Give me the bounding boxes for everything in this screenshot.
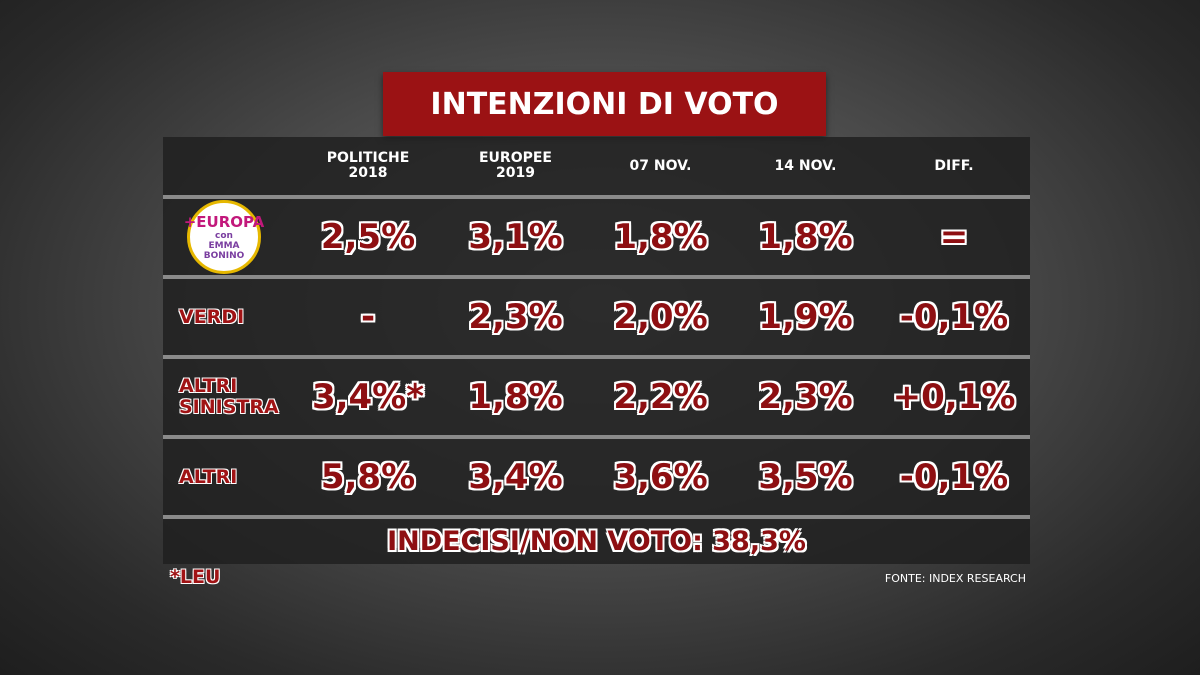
value-cell: +0,1% [892, 377, 1016, 417]
value-cell: 3,4% [468, 457, 563, 497]
footer-row: INDECISI/NON VOTO: 38,3% [163, 519, 1030, 564]
row-label: ALTRI [179, 465, 238, 488]
value-cell: 1,9% [758, 297, 853, 337]
value-cell: 2,2% [613, 377, 708, 417]
label-cell: +EUROPA con EMMA BONINO [163, 200, 293, 274]
table: POLITICHE 2018 EUROPEE 2019 07 NOV. 14 NOV.… [163, 137, 1030, 564]
logo-text: +EUROPA [183, 213, 265, 231]
value-cell: 1,8% [468, 377, 563, 417]
data-row: ALTRI 5,8% 3,4% 3,6% 3,5% -0,1% [163, 439, 1030, 519]
column-header: EUROPEE 2019 [478, 150, 552, 181]
value-cell: 3,5% [758, 457, 853, 497]
value-cell: -0,1% [899, 297, 1009, 337]
title: INTENZIONI DI VOTO [383, 72, 826, 136]
value-cell: = [939, 217, 969, 257]
row-label: ALTRI SINISTRA [179, 375, 279, 418]
value-cell: -0,1% [899, 457, 1009, 497]
data-row: ALTRI SINISTRA 3,4%* 1,8% 2,2% 2,3% +0,1% [163, 359, 1030, 439]
value-cell: 1,8% [613, 217, 708, 257]
value-cell: 2,3% [758, 377, 853, 417]
logo-subtext: con EMMA BONINO [203, 231, 245, 261]
value-cell: 1,8% [758, 217, 853, 257]
header-row: POLITICHE 2018 EUROPEE 2019 07 NOV. 14 NOV.… [163, 137, 1030, 199]
column-header: DIFF. [934, 157, 974, 174]
value-cell: 3,4%* [311, 377, 425, 417]
value-cell: 5,8% [320, 457, 416, 497]
column-header: POLITICHE 2018 [326, 150, 410, 181]
row-label: VERDI [179, 305, 245, 328]
value-cell: 2,5% [320, 217, 416, 257]
column-header: 14 NOV. [774, 157, 837, 174]
value-cell: 2,0% [613, 297, 708, 337]
data-row: VERDI - 2,3% 2,0% 1,9% -0,1% [163, 279, 1030, 359]
value-cell: 3,6% [613, 457, 708, 497]
value-cell: 3,1% [468, 217, 563, 257]
column-header: 07 NOV. [629, 157, 692, 174]
data-row: +EUROPA con EMMA BONINO 2,5% 3,1% 1,8% 1,8% = [163, 199, 1030, 279]
note: *LEU [170, 566, 221, 588]
party-logo: +EUROPA con EMMA BONINO [184, 200, 264, 274]
value-cell: 2,3% [468, 297, 563, 337]
source: FONTE: INDEX RESEARCH [884, 572, 1026, 585]
value-cell: - [360, 297, 376, 337]
